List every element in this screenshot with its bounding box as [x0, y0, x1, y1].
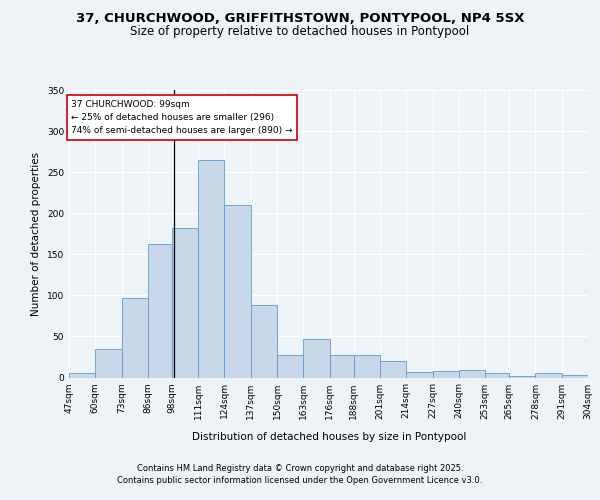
Bar: [485, 374, 509, 378]
Bar: [303, 339, 329, 378]
Text: Contains HM Land Registry data © Crown copyright and database right 2025.: Contains HM Land Registry data © Crown c…: [137, 464, 463, 473]
Bar: [562, 375, 588, 378]
Bar: [459, 370, 485, 378]
Bar: [172, 228, 198, 378]
Text: 37, CHURCHWOOD, GRIFFITHSTOWN, PONTYPOOL, NP4 5SX: 37, CHURCHWOOD, GRIFFITHSTOWN, PONTYPOOL…: [76, 12, 524, 26]
Bar: [251, 305, 277, 378]
Bar: [329, 356, 354, 378]
Bar: [95, 349, 122, 378]
Bar: [354, 356, 380, 378]
Text: Size of property relative to detached houses in Pontypool: Size of property relative to detached ho…: [130, 25, 470, 38]
Text: Contains public sector information licensed under the Open Government Licence v3: Contains public sector information licen…: [118, 476, 482, 485]
Text: Distribution of detached houses by size in Pontypool: Distribution of detached houses by size …: [191, 432, 466, 442]
Bar: [69, 374, 95, 378]
Bar: [433, 371, 459, 378]
Bar: [509, 376, 535, 378]
Bar: [535, 374, 562, 378]
Bar: [148, 244, 172, 378]
Y-axis label: Number of detached properties: Number of detached properties: [31, 152, 41, 316]
Bar: [224, 205, 251, 378]
Bar: [122, 298, 148, 378]
Bar: [198, 160, 224, 378]
Bar: [277, 356, 303, 378]
Text: 37 CHURCHWOOD: 99sqm
← 25% of detached houses are smaller (296)
74% of semi-deta: 37 CHURCHWOOD: 99sqm ← 25% of detached h…: [71, 100, 293, 136]
Bar: [380, 361, 406, 378]
Bar: [406, 372, 433, 378]
